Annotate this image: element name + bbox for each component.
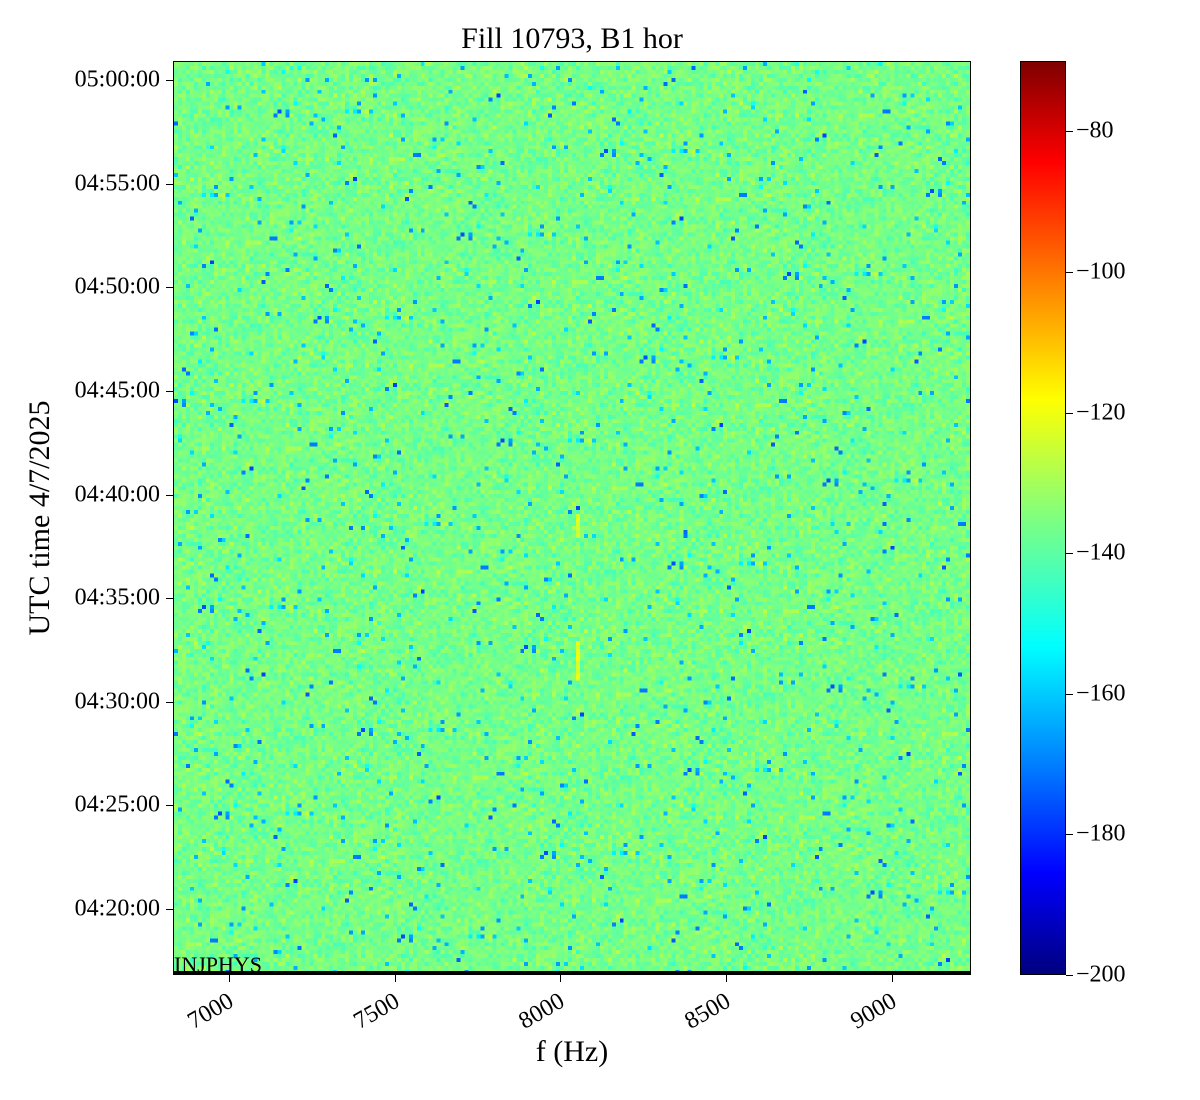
injphys-label: INJPHYS (174, 952, 263, 977)
y-tick-label: 04:30:00 (74, 688, 160, 715)
y-tick (166, 805, 173, 807)
chart-title: Fill 10793, B1 hor (461, 22, 683, 55)
y-tick (166, 598, 173, 600)
y-axis-label: UTC time 4/7/2025 (23, 400, 56, 636)
colorbar-tick (1066, 975, 1073, 976)
x-tick (229, 975, 231, 982)
x-tick (394, 975, 396, 982)
y-tick-label: 04:40:00 (74, 481, 160, 507)
y-tick (166, 494, 173, 496)
x-tick-label: 7000 (183, 988, 239, 1035)
bottom-band (174, 971, 970, 974)
colorbar-tick-label: −80 (1076, 117, 1114, 144)
spectrogram-heatmap (174, 62, 970, 974)
x-tick (560, 975, 562, 982)
y-tick (166, 79, 173, 81)
y-tick-label: 04:25:00 (74, 791, 160, 818)
colorbar-tick-label: −120 (1076, 399, 1126, 426)
colorbar-tick-label: −140 (1076, 539, 1126, 566)
plot-area: INJPHYS (173, 61, 971, 977)
y-tick-label: 04:50:00 (74, 273, 160, 300)
x-tick-label: 8500 (680, 988, 735, 1035)
x-tick-label: 8000 (514, 988, 570, 1035)
y-tick-label: 04:20:00 (74, 895, 160, 922)
y-tick-label: 04:45:00 (74, 377, 160, 404)
y-tick (166, 183, 173, 185)
colorbar-tick (1066, 271, 1073, 273)
colorbar-tick-label: −180 (1076, 820, 1126, 847)
y-tick (166, 909, 173, 911)
y-tick (166, 390, 173, 392)
x-tick-label: 9000 (845, 988, 901, 1035)
x-axis-label: f (Hz) (535, 1035, 609, 1068)
colorbar (1020, 61, 1066, 975)
colorbar-tick (1066, 412, 1073, 414)
colorbar-tick (1066, 693, 1073, 695)
y-tick (166, 701, 173, 703)
colorbar-tick (1066, 553, 1073, 555)
x-tick-label: 7500 (349, 988, 404, 1035)
colorbar-tick-label: −100 (1076, 258, 1126, 285)
colorbar-tick (1066, 834, 1073, 836)
x-tick (725, 975, 727, 982)
x-tick (891, 975, 893, 982)
y-tick-label: 04:35:00 (74, 584, 160, 611)
y-tick (166, 287, 173, 289)
colorbar-tick (1066, 131, 1073, 133)
y-tick-label: 04:55:00 (74, 170, 160, 197)
y-tick-label: 05:00:00 (74, 66, 160, 93)
colorbar-tick-label: −200 (1076, 961, 1126, 988)
colorbar-tick-label: −160 (1076, 680, 1126, 707)
